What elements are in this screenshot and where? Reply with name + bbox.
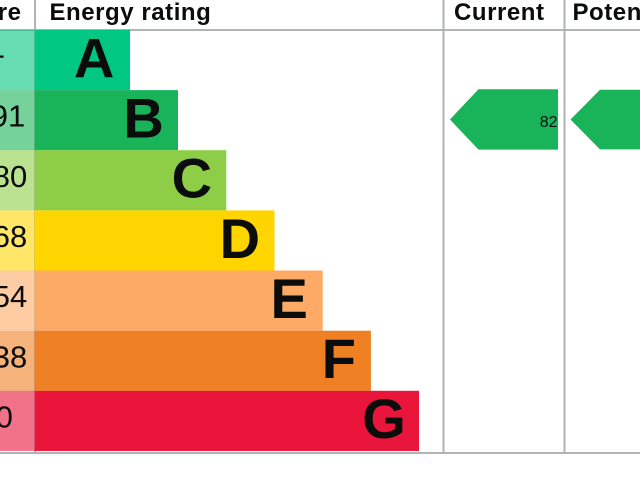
svg-text:Energy rating: Energy rating	[50, 0, 212, 26]
svg-text:A: A	[74, 26, 114, 89]
svg-text:B: B	[123, 87, 163, 150]
svg-text:39-54: 39-54	[0, 279, 27, 314]
svg-text:Score: Score	[0, 0, 22, 26]
svg-text:92+: 92+	[0, 39, 5, 74]
svg-text:21-38: 21-38	[0, 339, 27, 374]
svg-text:Potential: Potential	[573, 0, 640, 26]
svg-text:82: 82	[540, 114, 558, 131]
svg-text:E: E	[271, 267, 308, 330]
svg-text:69-80: 69-80	[0, 159, 27, 194]
svg-text:D: D	[220, 207, 260, 270]
svg-text:81-91: 81-91	[0, 99, 25, 134]
svg-text:C: C	[172, 147, 212, 210]
svg-text:1-20: 1-20	[0, 399, 13, 434]
svg-text:G: G	[362, 387, 406, 450]
svg-text:Current: Current	[454, 0, 545, 26]
svg-text:55-68: 55-68	[0, 219, 27, 254]
svg-text:F: F	[322, 327, 356, 390]
